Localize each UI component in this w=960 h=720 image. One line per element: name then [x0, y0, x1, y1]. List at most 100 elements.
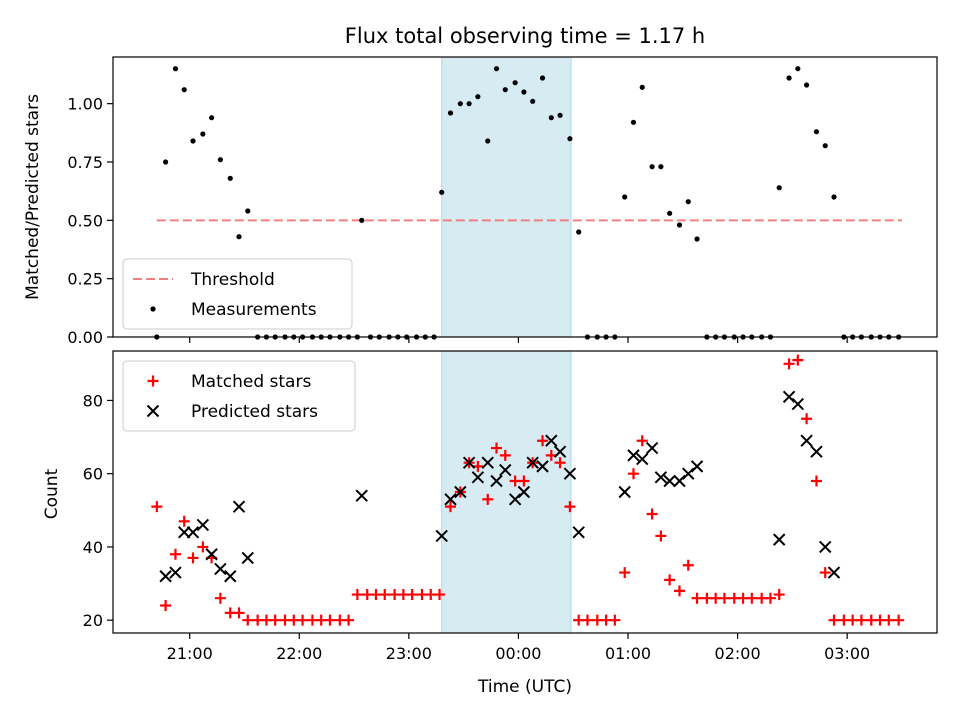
matched-star-point: [269, 614, 281, 626]
matched-star-point: [379, 589, 391, 601]
measurement-point: [795, 66, 801, 72]
predicted-star-point: [205, 548, 218, 561]
measurement-point: [694, 236, 700, 242]
matched-star-point: [564, 501, 576, 513]
x-tick-label: 01:00: [605, 644, 651, 663]
matched-star-point: [581, 614, 593, 626]
matched-star-point: [472, 460, 484, 472]
measurement-point: [530, 98, 536, 104]
measurement-point: [576, 229, 582, 235]
measurement-point: [831, 194, 837, 200]
y-tick-label: 20: [83, 611, 103, 630]
measurement-point: [475, 94, 481, 100]
matched-star-point: [883, 614, 895, 626]
x-tick-label: 23:00: [386, 644, 432, 663]
predicted-star-point: [810, 445, 823, 458]
y-tick-label: 0.25: [67, 270, 103, 289]
predicted-star-point: [553, 445, 567, 458]
y-tick-label: 60: [83, 465, 103, 484]
matched-star-point: [169, 548, 181, 560]
matched-star-point: [151, 501, 163, 513]
matched-star-point: [764, 592, 776, 604]
measurement-point: [658, 164, 664, 170]
measurement-point: [512, 80, 518, 86]
legend: Matched stars Predicted stars: [122, 360, 356, 432]
matched-star-point: [855, 614, 867, 626]
x-tick-label: 22:00: [276, 644, 322, 663]
predicted-star-point: [618, 485, 631, 499]
observing-window-shade: [441, 56, 572, 338]
measurement-point: [485, 138, 491, 144]
matched-star-point: [655, 530, 667, 542]
y-tick-label: 0.75: [67, 153, 103, 172]
plot-frame: [112, 56, 938, 338]
predicted-star-point: [663, 474, 676, 488]
matched-star-point: [773, 589, 785, 601]
matched-star-point: [691, 592, 703, 604]
matched-star-point: [674, 585, 685, 597]
legend-label: Predicted stars: [191, 402, 318, 422]
measurement-point: [493, 66, 500, 72]
predicted-star-point: [800, 434, 813, 447]
matched-star-point: [444, 501, 456, 513]
measurement-point: [813, 129, 820, 135]
predicted-star-point: [462, 456, 476, 469]
matched-star-point: [746, 592, 758, 604]
matched-star-point: [187, 552, 199, 564]
matched-star-point: [491, 442, 503, 454]
predicted-star-point: [444, 493, 457, 506]
y-tick-label: 40: [83, 538, 103, 557]
predicted-star-point: [196, 518, 210, 532]
measurement-point: [685, 199, 691, 205]
predicted-star-point: [526, 456, 539, 469]
measurement-point: [786, 75, 792, 81]
measurement-point: [162, 159, 169, 165]
matched-star-point: [434, 589, 446, 601]
measurement-point: [567, 136, 573, 142]
predicted-star-point: [572, 526, 585, 539]
matched-star-point: [619, 567, 631, 579]
predicted-star-point: [454, 485, 467, 499]
matched-star-point: [783, 358, 795, 370]
matched-star-point: [646, 508, 658, 520]
predicted-star-point: [186, 526, 200, 539]
legend: Threshold Measurements: [122, 258, 353, 330]
x-tick-label: 03:00: [824, 644, 870, 663]
predicted-star-point: [536, 460, 549, 473]
measurement-point: [181, 87, 187, 93]
measurement-point: [557, 112, 563, 118]
measurement-point: [466, 101, 472, 107]
measurement-point: [622, 194, 628, 200]
measurement-point: [209, 115, 215, 121]
matched-star-point: [636, 435, 648, 447]
matched-star-point: [499, 449, 511, 461]
y-tick-label: 80: [83, 391, 103, 410]
legend-label: Measurements: [191, 300, 317, 320]
legend-box: [122, 258, 353, 330]
matched-star-point: [554, 457, 566, 469]
matched-star-point: [482, 493, 494, 505]
matched-star-point: [343, 614, 355, 626]
matched-star-point: [242, 614, 254, 626]
matched-star-point: [682, 559, 694, 571]
measurement-point: [359, 217, 365, 223]
measurement-point: [245, 208, 251, 214]
x-axis-label: Time (UTC): [477, 677, 572, 697]
measurement-point: [439, 189, 445, 195]
matched-star-point: [627, 468, 639, 480]
ratio-panel: 0.00 0.25 0.50 0.75 1.00 Threshold Measurement…: [67, 56, 938, 347]
measurement-point: [236, 234, 242, 240]
measurement-point: [776, 185, 782, 191]
matched-star-point: [664, 574, 676, 586]
predicted-star-point: [791, 397, 805, 411]
predicted-star-point: [490, 474, 503, 488]
matched-star-point: [197, 541, 209, 553]
predicted-star-point: [563, 467, 577, 480]
predicted-star-point: [654, 471, 668, 484]
y-tick-label: 0.50: [67, 211, 103, 230]
legend-dot-swatch: [150, 306, 156, 312]
matched-star-point: [893, 614, 905, 626]
matched-star-point: [233, 607, 245, 619]
predicted-star-point: [517, 485, 531, 499]
matched-star-point: [792, 354, 804, 366]
